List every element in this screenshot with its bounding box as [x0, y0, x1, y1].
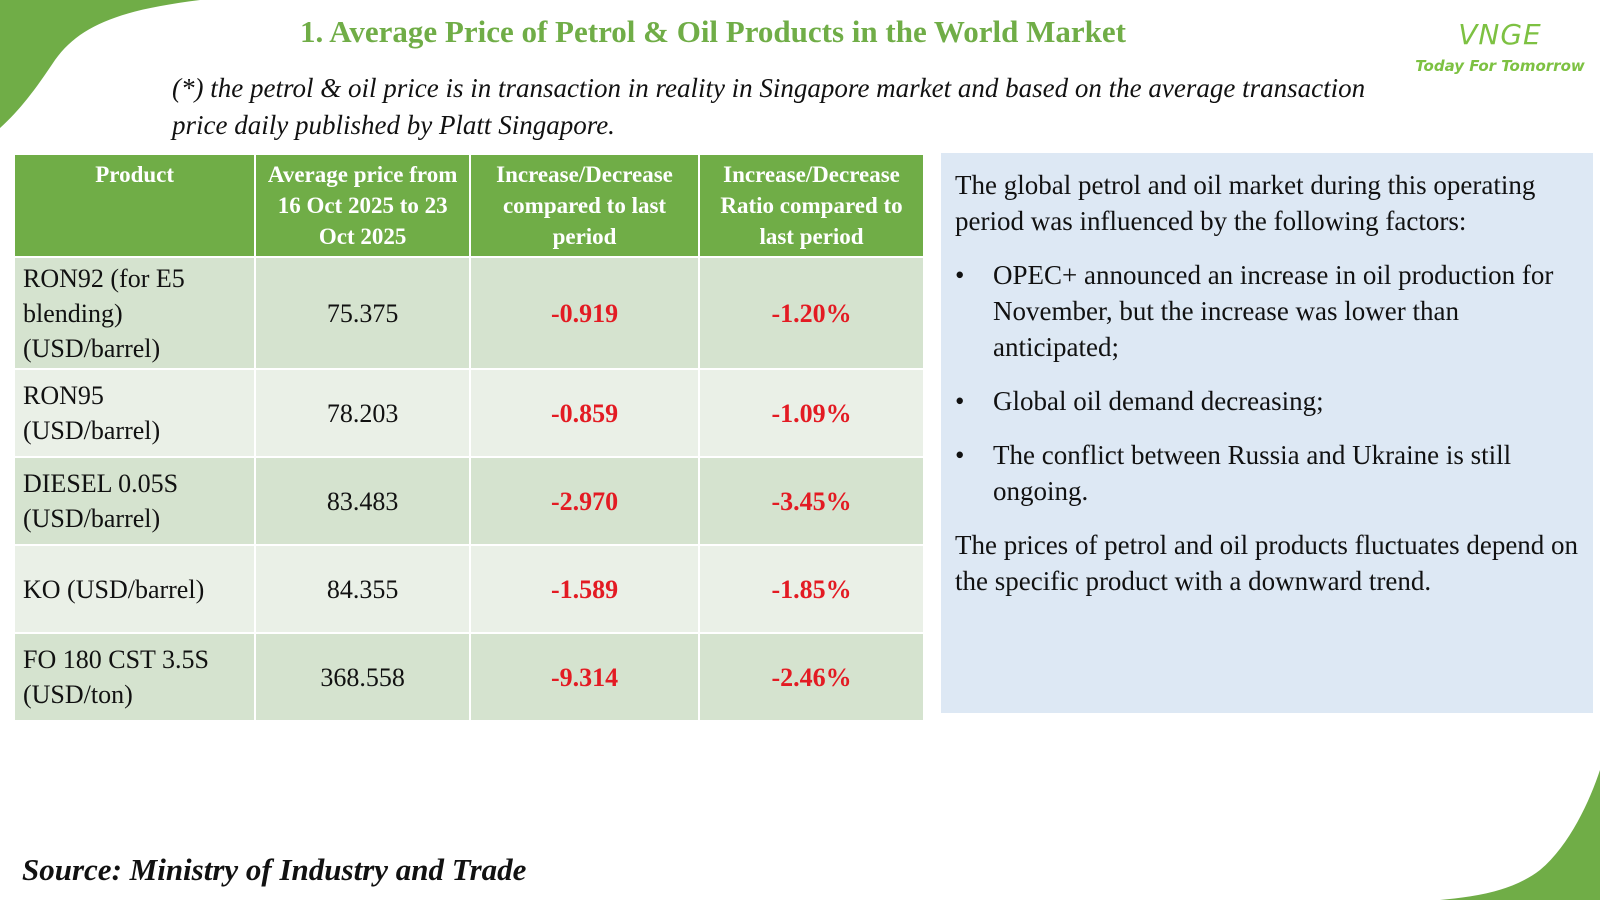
- price-cell: 368.558: [254, 632, 472, 722]
- product-cell: DIESEL 0.05S (USD/barrel): [12, 456, 257, 546]
- table-row: DIESEL 0.05S (USD/barrel) 83.483 -2.970 …: [12, 456, 925, 546]
- header-ratio: Increase/Decrease Ratio compared to last…: [698, 153, 925, 258]
- factor-item: • The conflict between Russia and Ukraine…: [955, 437, 1579, 509]
- price-cell: 83.483: [254, 456, 472, 546]
- page-title: 1. Average Price of Petrol & Oil Product…: [300, 14, 1126, 49]
- bottom-right-swoosh-decoration: [1440, 770, 1600, 900]
- change-cell: -9.314: [469, 632, 701, 722]
- logo-tagline: Today For Tomorrow: [1415, 57, 1585, 75]
- ratio-cell: -3.45%: [698, 456, 925, 546]
- change-cell: -1.589: [469, 544, 701, 634]
- change-cell: -0.919: [469, 256, 701, 370]
- product-cell: FO 180 CST 3.5S (USD/ton): [12, 632, 257, 722]
- change-cell: -2.970: [469, 456, 701, 546]
- price-cell: 84.355: [254, 544, 472, 634]
- ratio-cell: -1.09%: [698, 368, 925, 458]
- factor-text: Global oil demand decreasing;: [993, 386, 1324, 416]
- factor-text: The conflict between Russia and Ukraine …: [993, 440, 1512, 506]
- panel-conclusion: The prices of petrol and oil products fl…: [955, 530, 1579, 596]
- price-table: Product Average price from 16 Oct 2025 t…: [12, 153, 925, 722]
- factors-list: • OPEC+ announced an increase in oil prod…: [955, 257, 1579, 509]
- table-header-row: Product Average price from 16 Oct 2025 t…: [12, 153, 925, 258]
- product-cell: RON95 (USD/barrel): [12, 368, 257, 458]
- product-cell: RON92 (for E5 blending) (USD/barrel): [12, 256, 257, 370]
- page-subtitle: (*) the petrol & oil price is in transac…: [172, 73, 1366, 140]
- table-row: KO (USD/barrel) 84.355 -1.589 -1.85%: [12, 544, 925, 634]
- vnge-logo: VNGE Today For Tomorrow: [1400, 18, 1600, 75]
- source-note: Source: Ministry of Industry and Trade: [22, 852, 527, 887]
- header-average-price: Average price from 16 Oct 2025 to 23 Oct…: [254, 153, 472, 258]
- table-row: RON92 (for E5 blending) (USD/barrel) 75.…: [12, 256, 925, 370]
- header-change: Increase/Decrease compared to last perio…: [469, 153, 701, 258]
- price-cell: 75.375: [254, 256, 472, 370]
- market-factors-panel: The global petrol and oil market during …: [941, 153, 1593, 713]
- table-row: RON95 (USD/barrel) 78.203 -0.859 -1.09%: [12, 368, 925, 458]
- change-cell: -0.859: [469, 368, 701, 458]
- bullet-icon: •: [955, 386, 965, 416]
- header-product: Product: [12, 153, 257, 258]
- factor-item: • Global oil demand decreasing;: [955, 383, 1579, 419]
- bullet-icon: •: [955, 440, 965, 470]
- ratio-cell: -1.85%: [698, 544, 925, 634]
- ratio-cell: -2.46%: [698, 632, 925, 722]
- factor-text: OPEC+ announced an increase in oil produ…: [993, 260, 1554, 362]
- table-row: FO 180 CST 3.5S (USD/ton) 368.558 -9.314…: [12, 632, 925, 722]
- logo-mark: VNGE: [1458, 18, 1542, 51]
- bullet-icon: •: [955, 260, 965, 290]
- ratio-cell: -1.20%: [698, 256, 925, 370]
- product-cell: KO (USD/barrel): [12, 544, 257, 634]
- price-cell: 78.203: [254, 368, 472, 458]
- factor-item: • OPEC+ announced an increase in oil prod…: [955, 257, 1579, 365]
- panel-intro: The global petrol and oil market during …: [955, 170, 1536, 236]
